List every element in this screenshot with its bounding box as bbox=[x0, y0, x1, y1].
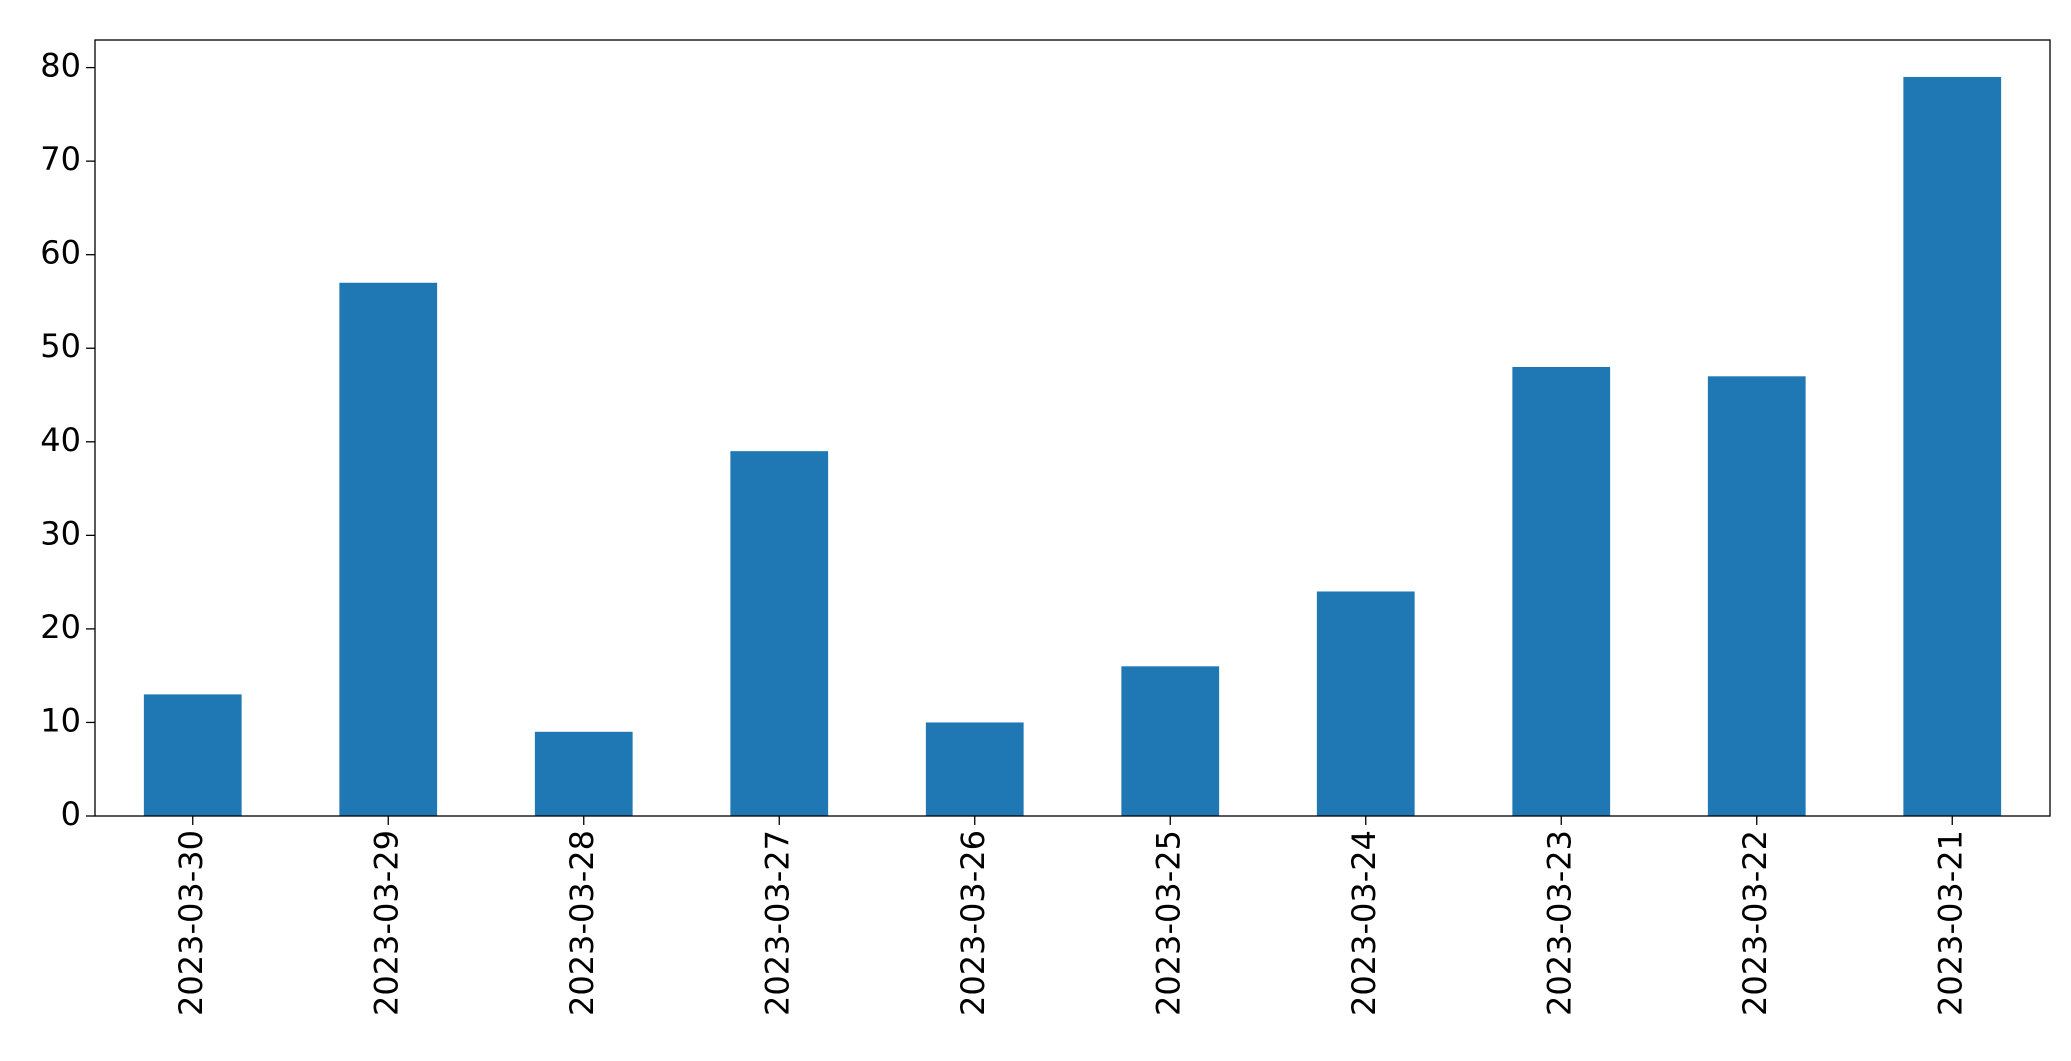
bar bbox=[534, 731, 633, 816]
y-tick-label: 20 bbox=[40, 608, 81, 646]
x-tick-label: 2023-03-26 bbox=[954, 830, 992, 1016]
x-tick-label: 2023-03-27 bbox=[758, 830, 796, 1016]
bar bbox=[1316, 591, 1415, 816]
bar bbox=[1121, 666, 1220, 816]
bar bbox=[339, 282, 438, 816]
x-tick-label: 2023-03-24 bbox=[1345, 830, 1383, 1016]
y-tick-label: 80 bbox=[40, 47, 81, 85]
y-tick-label: 60 bbox=[40, 234, 81, 272]
bar bbox=[1707, 376, 1806, 816]
bar bbox=[730, 451, 829, 816]
y-tick-label: 10 bbox=[40, 701, 81, 739]
y-tick-label: 50 bbox=[40, 327, 81, 365]
y-tick-label: 30 bbox=[40, 514, 81, 552]
x-tick-label: 2023-03-25 bbox=[1149, 830, 1187, 1016]
x-tick-label: 2023-03-23 bbox=[1540, 830, 1578, 1016]
bar bbox=[1512, 366, 1611, 816]
y-tick-label: 70 bbox=[40, 140, 81, 178]
bar bbox=[925, 722, 1024, 816]
bar bbox=[1903, 76, 2002, 816]
x-tick-label: 2023-03-30 bbox=[172, 830, 210, 1016]
y-tick-label: 40 bbox=[40, 421, 81, 459]
x-tick-label: 2023-03-22 bbox=[1736, 830, 1774, 1016]
y-tick-label: 0 bbox=[61, 795, 81, 833]
bar bbox=[143, 694, 242, 816]
plot-frame bbox=[94, 39, 2051, 817]
x-tick-label: 2023-03-29 bbox=[367, 830, 405, 1016]
x-tick-label: 2023-03-28 bbox=[563, 830, 601, 1016]
x-tick-label: 2023-03-21 bbox=[1931, 830, 1969, 1016]
